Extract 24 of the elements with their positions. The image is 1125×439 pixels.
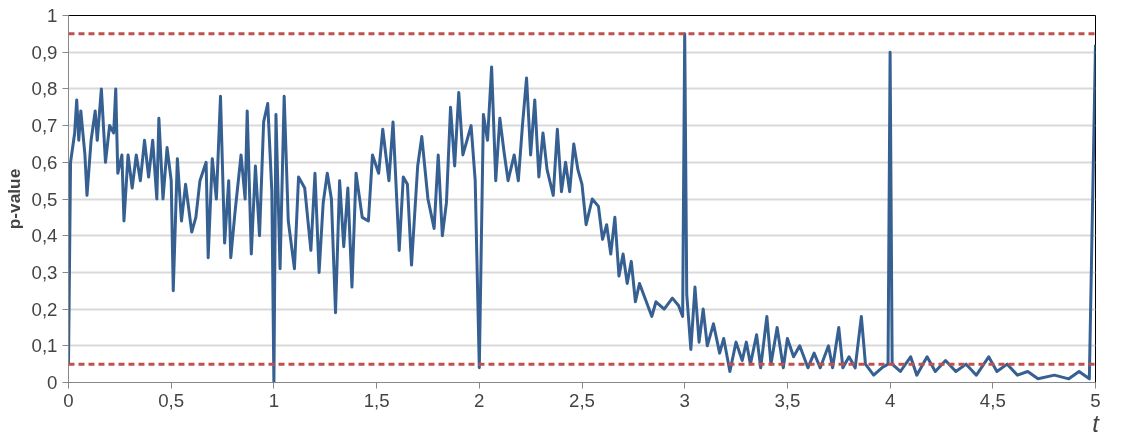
y-tick-label: 0,4 — [31, 225, 58, 247]
y-tick-label: 0,7 — [31, 115, 58, 137]
y-tick-label: 0,9 — [31, 41, 58, 63]
x-tick-label: 1 — [268, 389, 280, 411]
x-tick-label: 2 — [474, 389, 485, 411]
x-tick-label: 0,5 — [158, 389, 185, 411]
y-tick-label: 0 — [47, 372, 58, 393]
x-tick-label: 4,5 — [979, 389, 1006, 411]
x-tick-label: 3 — [679, 389, 690, 411]
y-tick-label: 0,5 — [31, 188, 58, 210]
x-tick-label: 0 — [63, 389, 74, 411]
x-tick-label: 1,5 — [363, 389, 390, 411]
x-tick-label: 5 — [1090, 389, 1101, 411]
y-tick-label: 0,2 — [31, 298, 58, 320]
x-axis-title: t — [1092, 409, 1101, 437]
x-tick-label: 2,5 — [569, 389, 595, 411]
y-tick-label: 0,3 — [31, 261, 58, 283]
x-tick-label: 3,5 — [774, 389, 801, 411]
y-tick-label: 0,1 — [31, 335, 58, 357]
y-tick-label: 0,8 — [31, 78, 58, 100]
y-tick-label: 0,6 — [31, 151, 58, 173]
y-axis-title: p-value — [3, 168, 24, 230]
y-tick-label: 1 — [47, 5, 58, 26]
x-tick-label: 4 — [884, 389, 896, 411]
